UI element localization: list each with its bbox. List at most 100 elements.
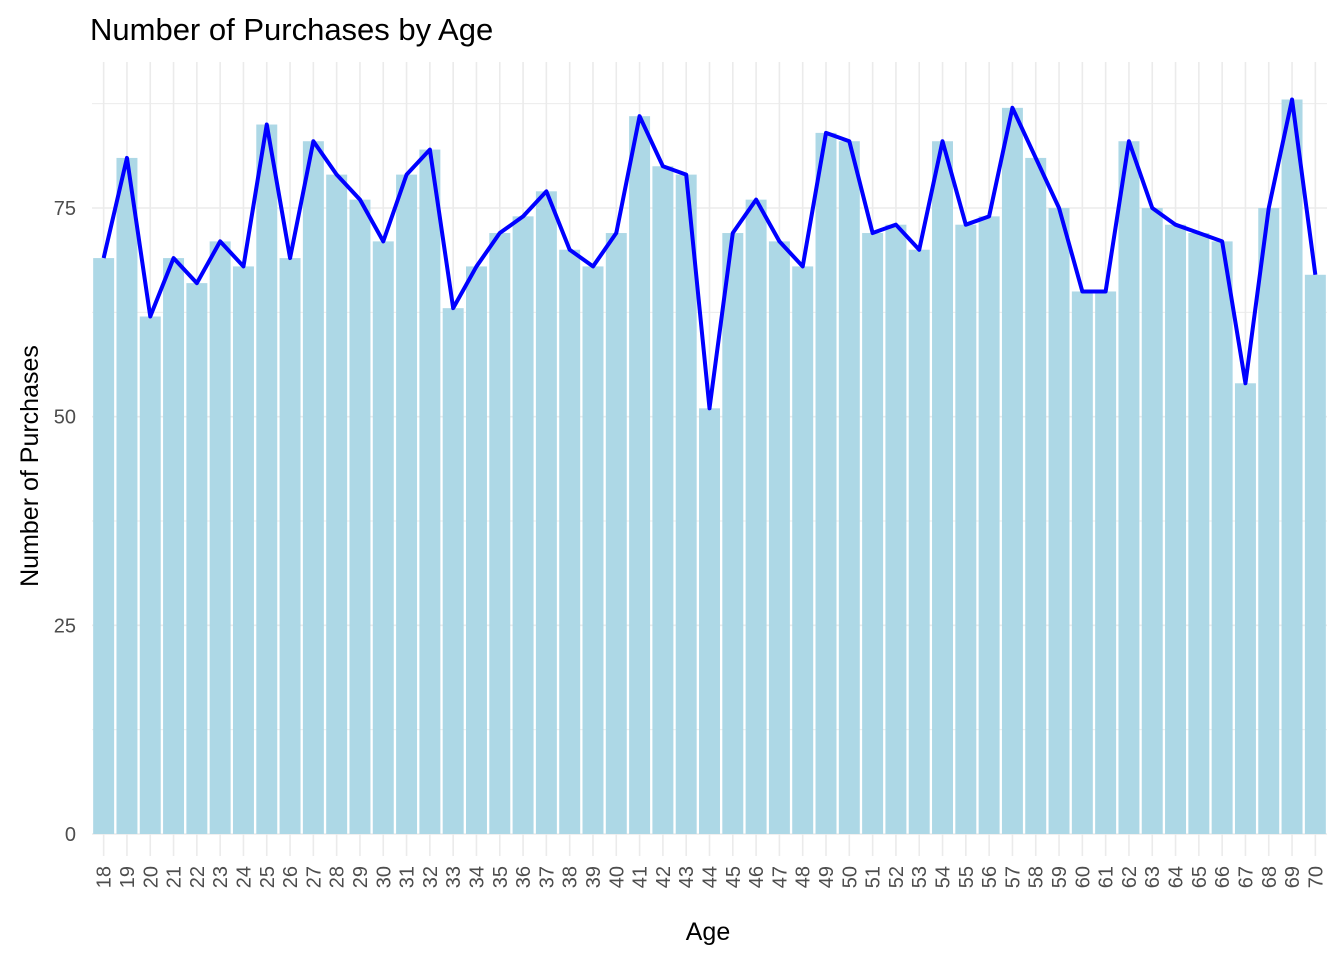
bar-age-61 bbox=[1095, 291, 1117, 834]
x-tick-label: 23 bbox=[210, 866, 232, 888]
bar-age-56 bbox=[978, 216, 1000, 834]
x-tick-label: 54 bbox=[933, 866, 955, 888]
bar-age-34 bbox=[465, 266, 487, 835]
x-tick-label: 35 bbox=[490, 866, 512, 888]
y-axis-ticks: 0 25 50 75 bbox=[54, 198, 76, 846]
x-tick-label: 42 bbox=[653, 866, 675, 888]
x-tick-label: 46 bbox=[746, 866, 768, 888]
bars bbox=[93, 99, 1326, 835]
x-tick-label: 40 bbox=[606, 866, 628, 888]
bar-age-23 bbox=[209, 241, 231, 835]
bar-age-49 bbox=[815, 132, 837, 834]
bar-age-45 bbox=[722, 233, 744, 835]
x-tick-label: 30 bbox=[373, 866, 395, 888]
bar-age-46 bbox=[745, 199, 767, 835]
bar-age-67 bbox=[1234, 383, 1256, 834]
x-tick-label: 70 bbox=[1305, 866, 1327, 888]
bar-age-35 bbox=[489, 233, 511, 835]
bar-age-37 bbox=[535, 191, 557, 835]
x-tick-label: 25 bbox=[257, 866, 279, 888]
x-tick-label: 29 bbox=[350, 866, 372, 888]
bar-age-19 bbox=[116, 157, 138, 835]
bar-age-44 bbox=[699, 408, 720, 834]
x-tick-label: 27 bbox=[303, 866, 325, 888]
x-tick-label: 52 bbox=[886, 866, 908, 888]
x-tick-label: 41 bbox=[630, 866, 652, 888]
bar-age-63 bbox=[1141, 208, 1163, 834]
bar-age-32 bbox=[419, 149, 441, 834]
bar-age-66 bbox=[1211, 241, 1233, 835]
x-tick-label: 34 bbox=[466, 866, 488, 888]
bar-age-60 bbox=[1071, 291, 1093, 834]
bar-age-39 bbox=[582, 266, 604, 835]
bar-age-55 bbox=[955, 224, 977, 834]
x-tick-label: 20 bbox=[140, 866, 162, 888]
bar-age-50 bbox=[838, 141, 860, 834]
bar-age-47 bbox=[768, 241, 790, 835]
x-tick-label: 63 bbox=[1142, 866, 1164, 888]
bar-age-53 bbox=[908, 249, 930, 834]
y-tick-label: 0 bbox=[65, 824, 76, 846]
x-tick-label: 48 bbox=[793, 866, 815, 888]
bar-age-70 bbox=[1304, 274, 1326, 835]
x-tick-label: 21 bbox=[164, 866, 186, 888]
bar-age-27 bbox=[302, 141, 324, 834]
x-tick-label: 24 bbox=[233, 866, 255, 888]
bar-age-51 bbox=[862, 233, 884, 835]
x-tick-label: 43 bbox=[676, 866, 698, 888]
x-tick-label: 47 bbox=[769, 866, 791, 888]
x-tick-label: 22 bbox=[187, 866, 209, 888]
bar-age-64 bbox=[1165, 224, 1187, 834]
x-tick-label: 59 bbox=[1049, 866, 1071, 888]
bar-age-30 bbox=[372, 241, 394, 835]
bar-age-68 bbox=[1258, 208, 1280, 834]
x-tick-label: 55 bbox=[956, 866, 978, 888]
bar-age-59 bbox=[1048, 208, 1070, 834]
y-tick-label: 75 bbox=[54, 198, 76, 220]
x-tick-label: 57 bbox=[1002, 866, 1024, 888]
bar-age-42 bbox=[652, 166, 674, 834]
x-tick-label: 39 bbox=[583, 866, 605, 888]
x-tick-label: 64 bbox=[1166, 866, 1188, 888]
x-tick-label: 38 bbox=[560, 866, 582, 888]
x-tick-label: 60 bbox=[1072, 866, 1094, 888]
bar-age-36 bbox=[512, 216, 534, 834]
x-tick-label: 50 bbox=[839, 866, 861, 888]
x-tick-label: 68 bbox=[1259, 866, 1281, 888]
bar-age-48 bbox=[792, 266, 814, 835]
bar-age-52 bbox=[885, 224, 907, 834]
y-tick-label: 25 bbox=[54, 615, 76, 637]
trend-line-layer bbox=[101, 97, 1318, 411]
purchases-trend-line bbox=[101, 97, 1318, 411]
bar-age-58 bbox=[1025, 157, 1047, 835]
x-tick-label: 56 bbox=[979, 866, 1001, 888]
x-tick-label: 36 bbox=[513, 866, 535, 888]
bar-age-24 bbox=[232, 266, 254, 835]
bar-age-65 bbox=[1188, 233, 1210, 835]
x-tick-label: 67 bbox=[1235, 866, 1257, 888]
x-tick-label: 44 bbox=[700, 866, 722, 888]
x-tick-label: 66 bbox=[1212, 866, 1234, 888]
x-tick-label: 28 bbox=[327, 866, 349, 888]
x-tick-label: 45 bbox=[723, 866, 745, 888]
bar-age-29 bbox=[349, 199, 371, 835]
x-tick-label: 69 bbox=[1282, 866, 1304, 888]
bar-age-33 bbox=[442, 308, 464, 834]
x-tick-label: 61 bbox=[1096, 866, 1118, 888]
x-tick-label: 49 bbox=[816, 866, 838, 888]
x-tick-label: 19 bbox=[117, 866, 139, 888]
bar-age-20 bbox=[139, 316, 161, 834]
bar-age-22 bbox=[186, 283, 208, 834]
bar-age-41 bbox=[629, 116, 651, 835]
x-tick-label: 37 bbox=[536, 866, 558, 888]
x-tick-label: 62 bbox=[1119, 866, 1141, 888]
bar-age-69 bbox=[1281, 99, 1303, 834]
bar-age-26 bbox=[279, 258, 301, 835]
bar-age-25 bbox=[256, 124, 278, 835]
x-axis-title: Age bbox=[686, 918, 730, 946]
x-tick-label: 18 bbox=[94, 866, 116, 888]
x-tick-label: 26 bbox=[280, 866, 302, 888]
bar-age-54 bbox=[932, 141, 954, 834]
bar-age-62 bbox=[1118, 141, 1140, 834]
